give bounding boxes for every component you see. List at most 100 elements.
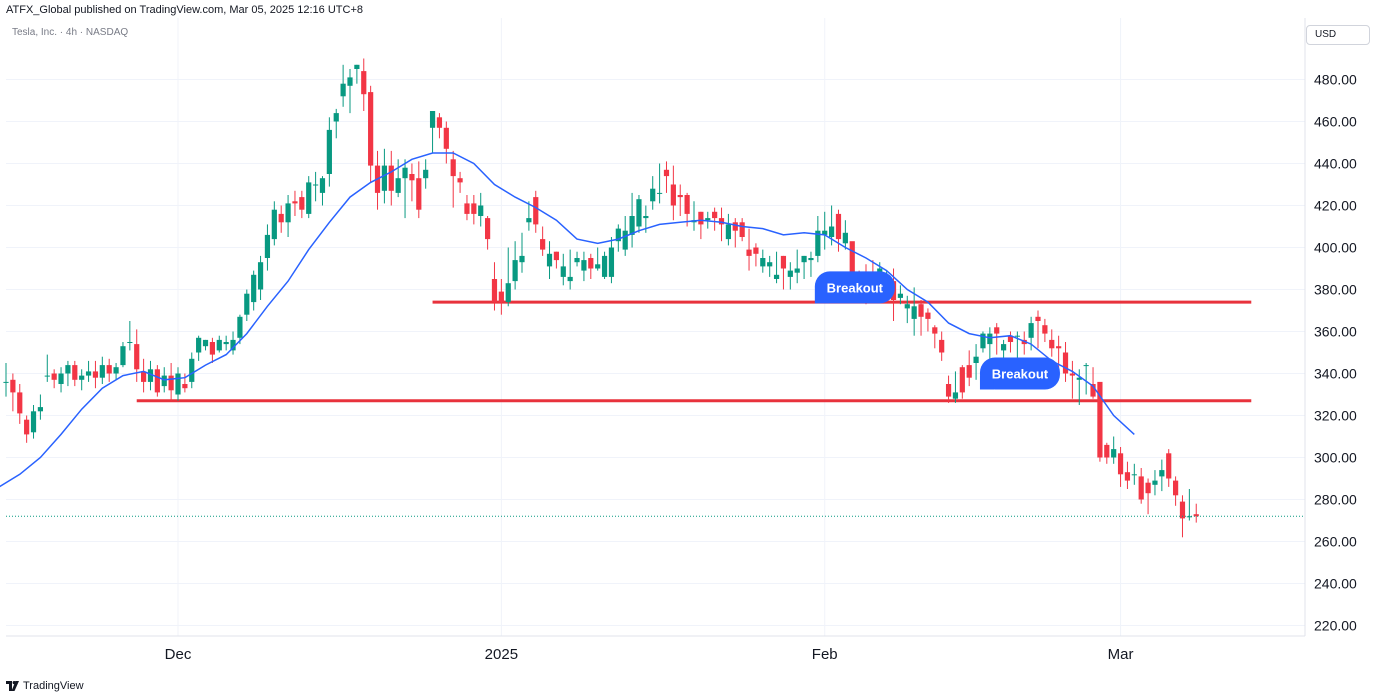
candle-body — [409, 174, 415, 181]
candle-body — [354, 64, 360, 69]
candle-body — [574, 258, 580, 263]
x-tick-label: Feb — [812, 646, 838, 663]
candle-body — [1138, 476, 1144, 500]
candle-body — [457, 178, 463, 183]
candle-body — [911, 306, 917, 319]
candle — [1124, 461, 1131, 489]
candle-body — [361, 71, 367, 95]
candle — [485, 216, 491, 250]
candle — [526, 201, 532, 231]
candle-body — [292, 201, 298, 204]
candle — [794, 249, 800, 284]
candle — [51, 369, 57, 389]
symbol-info: Tesla, Inc. · 4h · NASDAQ — [12, 27, 129, 38]
candle — [251, 270, 257, 311]
candle — [1014, 331, 1020, 361]
candle-body — [333, 113, 339, 122]
candle — [79, 369, 85, 391]
candle — [17, 384, 23, 424]
candle-body — [1042, 325, 1048, 334]
candle-body — [10, 379, 16, 393]
grid-lines — [6, 18, 1305, 636]
candle — [498, 279, 504, 315]
candle — [718, 207, 725, 242]
candle — [134, 329, 140, 382]
candle — [1049, 329, 1055, 357]
candle-body — [1001, 344, 1007, 351]
candle-body — [1083, 365, 1089, 367]
candle-body — [519, 255, 525, 263]
candle — [127, 321, 133, 351]
candle-body — [3, 381, 9, 383]
candle-body — [739, 222, 745, 237]
candle — [106, 358, 112, 382]
candle-body — [168, 375, 174, 391]
candle — [402, 159, 408, 219]
candle-body — [533, 197, 539, 225]
candle-body — [106, 365, 112, 374]
candle-body — [1007, 335, 1014, 342]
candle — [278, 205, 284, 233]
candle-body — [1049, 339, 1055, 349]
candle-body — [677, 195, 683, 198]
candle — [257, 255, 264, 300]
candle-body — [257, 262, 264, 290]
candle-body — [436, 117, 443, 128]
candle-body — [643, 216, 649, 219]
candle-body — [767, 262, 773, 267]
candle-body — [553, 251, 559, 261]
candle-body — [526, 218, 532, 223]
candle-body — [368, 92, 374, 166]
candle-body — [608, 247, 615, 277]
candle — [657, 163, 663, 204]
candle — [1186, 489, 1192, 521]
candle — [815, 216, 821, 263]
breakout-bubble[interactable]: Breakout — [814, 271, 895, 304]
candle — [416, 161, 422, 219]
candle — [615, 224, 621, 252]
candle-body — [498, 291, 504, 303]
candle-body — [684, 195, 690, 214]
tradingview-logo[interactable]: TradingView — [6, 679, 84, 693]
y-tick-label: 340.00 — [1314, 366, 1357, 382]
candle-body — [629, 216, 635, 235]
candle — [85, 360, 92, 382]
candle-body — [313, 184, 319, 186]
candle — [230, 331, 236, 355]
candle-body — [127, 342, 133, 343]
candle — [388, 150, 394, 206]
candle — [732, 218, 738, 248]
candle — [1145, 478, 1151, 515]
candle-body — [1111, 449, 1117, 458]
candle-body — [780, 255, 787, 269]
candle-body — [244, 293, 250, 315]
candle-body — [787, 270, 793, 277]
candle-body — [973, 356, 979, 363]
candle-body — [718, 218, 725, 225]
candle — [505, 247, 511, 307]
candle — [244, 289, 250, 321]
candle-body — [615, 228, 621, 242]
candle-body — [471, 203, 477, 214]
candle-body — [1069, 373, 1075, 376]
candle-body — [443, 127, 449, 149]
candle — [423, 159, 429, 189]
candle-body — [85, 371, 92, 376]
candle-body — [1152, 480, 1158, 485]
currency-button[interactable]: USD — [1306, 25, 1370, 45]
candle — [464, 195, 470, 221]
candle-body — [182, 384, 188, 389]
time-axis: Dec 2025 Feb Mar — [165, 646, 1134, 663]
candle-body — [429, 111, 436, 128]
breakout-bubble[interactable]: Breakout — [979, 357, 1060, 390]
candle-body — [285, 203, 291, 223]
candle — [897, 285, 903, 305]
candle-body — [1173, 480, 1179, 496]
candle — [92, 360, 99, 389]
candle-body — [478, 205, 484, 216]
candle — [574, 251, 580, 267]
candle-body — [326, 129, 332, 174]
candle-body — [636, 199, 642, 227]
candle-body — [147, 369, 154, 382]
